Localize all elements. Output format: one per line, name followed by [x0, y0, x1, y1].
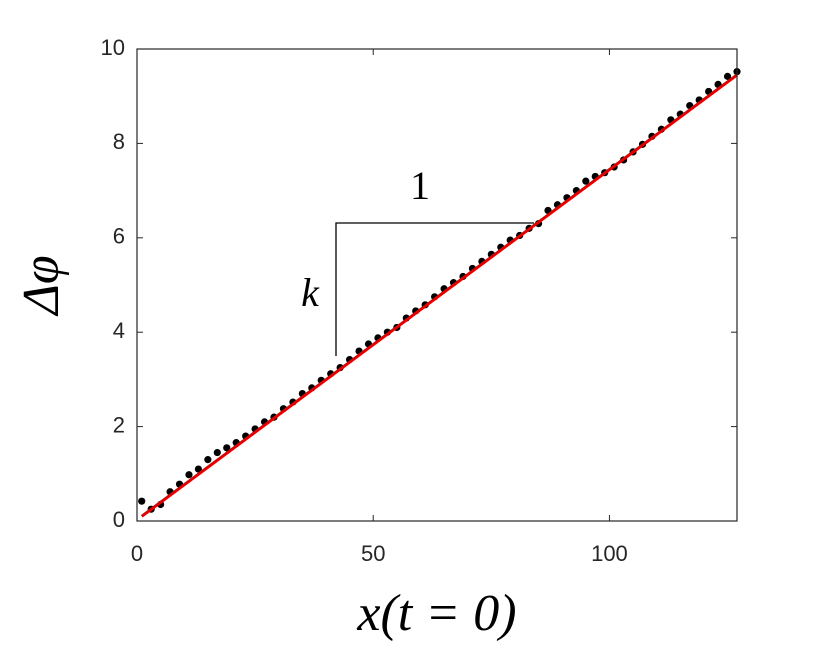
data-point — [194, 465, 203, 473]
data-point — [213, 448, 221, 457]
y-tick-label: 8 — [113, 129, 125, 154]
data-point — [582, 177, 590, 185]
slope-triangle — [335, 222, 534, 356]
x-tick-label: 100 — [591, 541, 628, 566]
x-tick-label: 50 — [361, 541, 385, 566]
y-tick-label: 10 — [101, 35, 125, 60]
data-point — [185, 471, 193, 479]
fit-line — [140, 73, 738, 518]
x-axis-label: x(t = 0) — [356, 585, 516, 642]
axes-box — [136, 48, 738, 522]
y-tick-label: 4 — [113, 318, 125, 343]
y-tick-label: 0 — [113, 507, 125, 532]
y-axis-label: Δφ — [13, 255, 70, 316]
data-point — [204, 456, 212, 464]
data-point — [138, 497, 146, 505]
y-tick-label: 6 — [113, 224, 125, 249]
x-tick-label: 0 — [131, 541, 143, 566]
y-tick-label: 2 — [113, 412, 125, 437]
annotation: 1 — [410, 163, 430, 208]
data-point — [723, 72, 732, 80]
annotation: k — [301, 270, 320, 315]
data-point — [223, 444, 231, 452]
